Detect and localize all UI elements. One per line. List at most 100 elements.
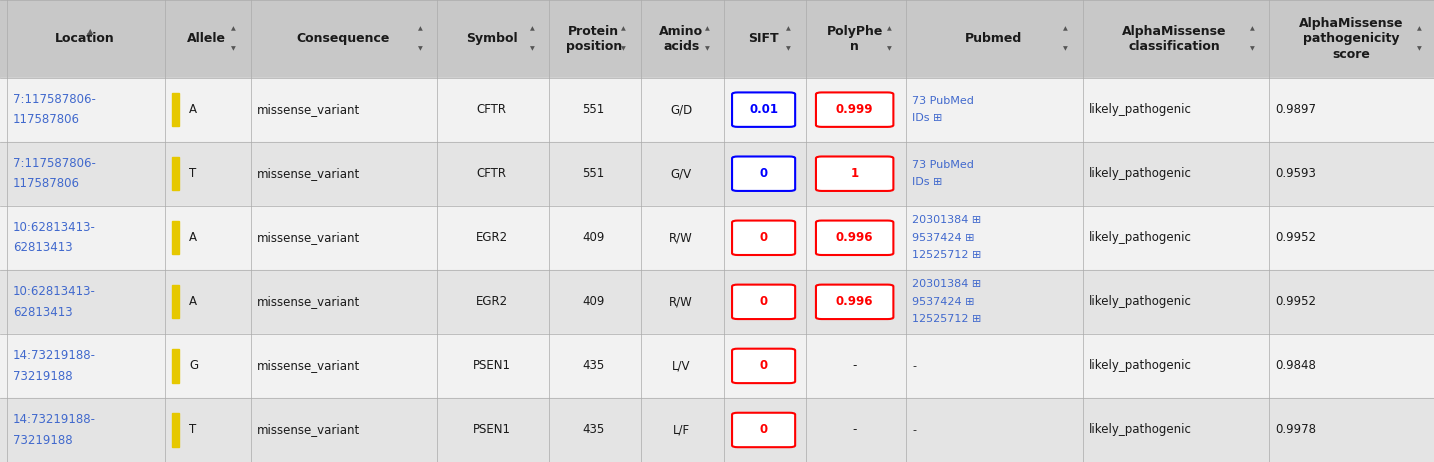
Text: ▲: ▲ xyxy=(704,26,710,31)
Text: 0.9593: 0.9593 xyxy=(1275,167,1316,180)
Bar xyxy=(0,142,1434,206)
Text: missense_variant: missense_variant xyxy=(257,103,360,116)
Text: 0.996: 0.996 xyxy=(836,231,873,244)
Text: ▼: ▼ xyxy=(704,47,710,51)
Text: EGR2: EGR2 xyxy=(476,295,508,308)
Bar xyxy=(0,0,1434,78)
Text: 12525712 ⊞: 12525712 ⊞ xyxy=(912,315,981,324)
Text: ▲: ▲ xyxy=(1417,26,1423,31)
Text: 0: 0 xyxy=(760,359,767,372)
Text: missense_variant: missense_variant xyxy=(257,231,360,244)
Text: -: - xyxy=(852,424,858,437)
Bar xyxy=(172,93,179,126)
Text: ▼: ▼ xyxy=(1063,47,1068,51)
Text: -: - xyxy=(852,359,858,372)
Text: ▲: ▲ xyxy=(231,26,237,31)
Text: G: G xyxy=(189,359,198,372)
Text: likely_pathogenic: likely_pathogenic xyxy=(1088,103,1192,116)
Text: 9537424 ⊞: 9537424 ⊞ xyxy=(912,233,975,243)
Text: 0.9952: 0.9952 xyxy=(1275,295,1316,308)
Text: A: A xyxy=(189,103,198,116)
Text: A: A xyxy=(189,295,198,308)
Text: 62813413: 62813413 xyxy=(13,242,73,255)
Text: G/D: G/D xyxy=(670,103,693,116)
Text: 10:62813413-: 10:62813413- xyxy=(13,285,96,298)
Text: CFTR: CFTR xyxy=(478,167,506,180)
Text: AlphaMissense
pathogenicity
score: AlphaMissense pathogenicity score xyxy=(1299,17,1404,61)
Text: ▼: ▼ xyxy=(417,47,423,51)
Text: 73219188: 73219188 xyxy=(13,434,73,447)
Text: Amino
acids: Amino acids xyxy=(660,24,703,53)
FancyBboxPatch shape xyxy=(816,285,893,319)
Text: likely_pathogenic: likely_pathogenic xyxy=(1088,359,1192,372)
Text: 0.9952: 0.9952 xyxy=(1275,231,1316,244)
Text: 551: 551 xyxy=(582,103,605,116)
Text: EGR2: EGR2 xyxy=(476,231,508,244)
Text: 9537424 ⊞: 9537424 ⊞ xyxy=(912,297,975,307)
Text: T: T xyxy=(189,424,196,437)
Bar xyxy=(0,398,1434,462)
Text: IDs ⊞: IDs ⊞ xyxy=(912,113,942,123)
Text: ▲: ▲ xyxy=(1063,26,1068,31)
Text: 409: 409 xyxy=(582,295,605,308)
Bar xyxy=(172,285,179,318)
Text: ▼: ▼ xyxy=(621,47,627,51)
FancyBboxPatch shape xyxy=(731,92,794,127)
Text: Allele: Allele xyxy=(186,32,227,45)
Text: likely_pathogenic: likely_pathogenic xyxy=(1088,231,1192,244)
Text: 10:62813413-: 10:62813413- xyxy=(13,221,96,234)
Text: 0.9978: 0.9978 xyxy=(1275,424,1316,437)
FancyBboxPatch shape xyxy=(816,220,893,255)
Text: likely_pathogenic: likely_pathogenic xyxy=(1088,295,1192,308)
FancyBboxPatch shape xyxy=(731,349,794,383)
Text: IDs ⊞: IDs ⊞ xyxy=(912,177,942,187)
FancyBboxPatch shape xyxy=(731,285,794,319)
Text: 0: 0 xyxy=(760,167,767,180)
Text: PSEN1: PSEN1 xyxy=(473,424,511,437)
Text: Symbol: Symbol xyxy=(466,32,518,45)
Text: ▼: ▼ xyxy=(529,47,535,51)
Text: Pubmed: Pubmed xyxy=(965,32,1021,45)
Text: 0.9848: 0.9848 xyxy=(1275,359,1316,372)
Text: 20301384 ⊞: 20301384 ⊞ xyxy=(912,215,981,225)
Text: 20301384 ⊞: 20301384 ⊞ xyxy=(912,280,981,289)
Bar xyxy=(0,270,1434,334)
Text: 12525712 ⊞: 12525712 ⊞ xyxy=(912,250,981,260)
Text: -: - xyxy=(912,425,916,435)
Text: SIFT: SIFT xyxy=(749,32,779,45)
Text: PolyPhe
n: PolyPhe n xyxy=(826,24,883,53)
Text: R/W: R/W xyxy=(670,231,693,244)
Text: 0.9897: 0.9897 xyxy=(1275,103,1316,116)
Bar xyxy=(0,206,1434,270)
FancyBboxPatch shape xyxy=(731,220,794,255)
Bar xyxy=(0,334,1434,398)
Text: AlphaMissense
classification: AlphaMissense classification xyxy=(1123,24,1226,53)
Bar xyxy=(172,413,179,447)
Bar xyxy=(0,78,1434,142)
FancyBboxPatch shape xyxy=(731,157,794,191)
Text: 73 PubMed: 73 PubMed xyxy=(912,97,974,106)
Text: ▲: ▲ xyxy=(621,26,627,31)
Text: likely_pathogenic: likely_pathogenic xyxy=(1088,167,1192,180)
Text: R/W: R/W xyxy=(670,295,693,308)
Text: 62813413: 62813413 xyxy=(13,305,73,318)
Bar xyxy=(172,349,179,383)
Text: Location: Location xyxy=(54,32,115,45)
Text: ▲: ▲ xyxy=(786,26,792,31)
Text: 0: 0 xyxy=(760,424,767,437)
Text: missense_variant: missense_variant xyxy=(257,359,360,372)
Text: ▼: ▼ xyxy=(886,47,892,51)
Text: ▲: ▲ xyxy=(529,26,535,31)
Text: 117587806: 117587806 xyxy=(13,113,80,126)
Text: A: A xyxy=(189,231,198,244)
Text: ▼: ▼ xyxy=(1417,47,1423,51)
FancyBboxPatch shape xyxy=(816,92,893,127)
Text: 0.01: 0.01 xyxy=(749,103,779,116)
FancyBboxPatch shape xyxy=(731,413,794,447)
Text: PSEN1: PSEN1 xyxy=(473,359,511,372)
Text: -: - xyxy=(912,361,916,371)
Text: T: T xyxy=(189,167,196,180)
Text: 0.996: 0.996 xyxy=(836,295,873,308)
Text: CFTR: CFTR xyxy=(478,103,506,116)
Text: missense_variant: missense_variant xyxy=(257,295,360,308)
